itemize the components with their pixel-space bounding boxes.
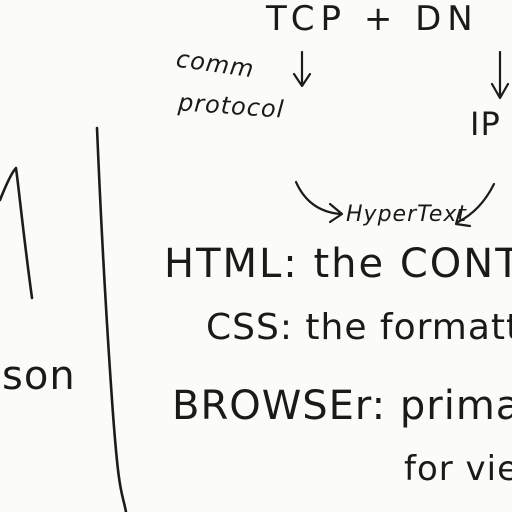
css-definition: CSS: the formatt [206,307,512,348]
protocol-label: protocol [177,88,286,124]
ip-label: IP [470,105,501,143]
for-viewing-line: for vie [404,449,512,489]
browser-definition: BROWSEr: priman [172,383,512,429]
arrow-down-left-icon [292,50,312,88]
hypertext-label: HyperText [346,202,468,227]
curve-arrow-right-icon [454,182,496,228]
arrow-down-right-icon [490,50,510,100]
left-sketch-line [0,166,34,300]
curve-arrow-left-icon [294,180,344,224]
left-fragment-text: son [2,353,76,399]
tcp-dns-heading: TCP + DN [266,0,479,39]
html-definition: HTML: the CONT [164,241,512,287]
margin-line [95,126,128,512]
